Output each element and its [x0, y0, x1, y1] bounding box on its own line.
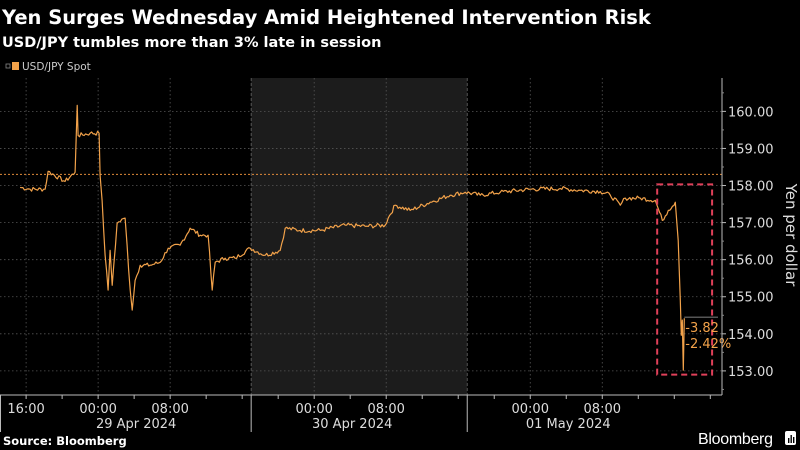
y-axis-label: Yen per dollar: [782, 183, 800, 288]
chart-title: Yen Surges Wednesday Amid Heightened Int…: [1, 6, 652, 29]
x-tick-label: 08:00: [151, 402, 188, 417]
y-tick-label: 156.00: [728, 254, 774, 269]
chart-subtitle: USD/JPY tumbles more than 3% late in ses…: [2, 35, 381, 51]
y-axis-ticks: 153.00 154.00 155.00 156.00 157.00 158.00 159.…: [722, 92, 774, 390]
bloomberg-logo: Bloomberg: [698, 431, 796, 448]
shaded-region-30-apr: [251, 78, 468, 395]
annotation-change: -3.82: [685, 321, 719, 336]
shaded-day-region: [251, 78, 468, 395]
grid: [0, 78, 722, 395]
x-day-label: 30 Apr 2024: [312, 417, 392, 432]
highlight-box: [656, 183, 714, 376]
x-tick-label: 08:00: [367, 402, 404, 417]
annotation: -3.82 -2.42%: [684, 316, 731, 352]
y-tick-label: 159.00: [728, 142, 774, 157]
x-tick-label: 08:00: [584, 402, 621, 417]
legend-toggle-icon: [5, 63, 11, 69]
brand-wordmark: Bloomberg: [698, 431, 773, 448]
highlight-rect: [656, 183, 714, 376]
annotation-pct-change: -2.42%: [685, 337, 731, 352]
x-tick-label: 00:00: [295, 402, 332, 417]
x-tick-label: 00:00: [512, 402, 549, 417]
series-usdjpy: [19, 104, 685, 371]
y-tick-label: 153.00: [728, 365, 774, 380]
legend-swatch: [12, 62, 19, 70]
axes: [0, 78, 723, 432]
y-tick-label: 154.00: [728, 328, 774, 343]
x-tick-label: 00:00: [79, 402, 116, 417]
x-day-label: 29 Apr 2024: [96, 417, 176, 432]
x-tick-label: 16:00: [7, 402, 44, 417]
legend-label: USD/JPY Spot: [22, 61, 91, 73]
y-tick-label: 160.00: [728, 105, 774, 120]
legend: USD/JPY Spot: [5, 61, 91, 73]
x-day-label: 01 May 2024: [526, 417, 611, 432]
y-tick-label: 158.00: [728, 180, 774, 195]
series-line: [19, 104, 685, 371]
y-tick-label: 155.00: [728, 291, 774, 306]
y-tick-label: 157.00: [728, 217, 774, 232]
source-note: Source: Bloomberg: [3, 434, 127, 448]
